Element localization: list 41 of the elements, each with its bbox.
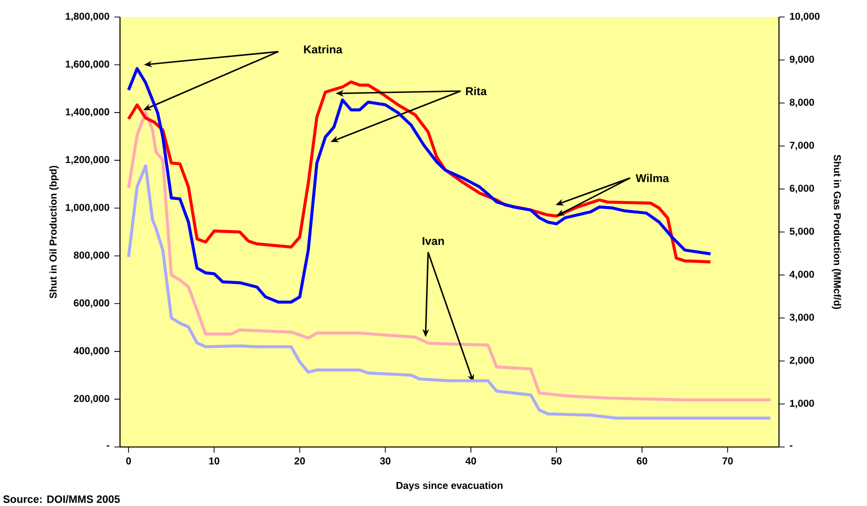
y2-tick-label: - — [790, 445, 792, 447]
x-tick-label: 20 — [294, 457, 305, 464]
x-axis-title: Days since evacuation — [396, 482, 502, 491]
x-tick-label: 30 — [380, 457, 390, 464]
y-tick-label: - — [106, 445, 110, 447]
y-tick-label: 1,400,000 — [66, 108, 110, 117]
y-axis-title: Shut in Oil Production (bpd) — [49, 166, 59, 298]
line-series — [127, 67, 712, 304]
line-series — [127, 164, 772, 420]
annotation: Wilma — [636, 174, 670, 182]
y-tick-label: 1,800,000 — [66, 12, 110, 22]
annotation: Rita — [466, 86, 487, 96]
y-tick-label: 600,000 — [74, 299, 110, 308]
y-tick-label: 1,200,000 — [66, 156, 110, 165]
x-tick-label: 10 — [209, 457, 220, 464]
y-tick-label: 1,600,000 — [66, 60, 110, 70]
y2-axis-title: Shut in Gas Production (MMcf/d) — [832, 154, 842, 309]
x-tick-label: 50 — [551, 457, 562, 464]
y2-tick-label: 2,000 — [790, 356, 814, 366]
y-tick-label: 1,000,000 — [66, 204, 110, 212]
y2-tick-label: 8,000 — [790, 98, 814, 108]
y2-tick-label: 1,000 — [790, 400, 814, 408]
y2-tick-label: 3,000 — [790, 314, 814, 322]
x-tick-label: 60 — [636, 457, 648, 464]
y-tick-label: 400,000 — [74, 347, 110, 356]
y2-tick-label: 7,000 — [790, 142, 814, 150]
y2-tick-label: 9,000 — [790, 56, 814, 64]
annotation: Ivan — [422, 237, 444, 246]
line-series — [127, 80, 712, 264]
line-series — [127, 110, 772, 402]
x-tick-label: 70 — [722, 457, 733, 464]
annotation: Katrina — [304, 45, 342, 54]
x-tick-label: 40 — [465, 457, 476, 464]
y-tick-label: 200,000 — [74, 394, 110, 404]
y2-tick-label: 4,000 — [790, 270, 814, 280]
source-note: Source: DOI/MMS 2005 — [3, 495, 120, 504]
y2-tick-label: 5,000 — [790, 228, 814, 236]
y-tick-label: 800,000 — [74, 252, 110, 260]
y2-tick-label: 6,000 — [790, 184, 814, 194]
x-tick-label: 0 — [126, 457, 131, 464]
y2-tick-label: 10,000 — [790, 12, 820, 22]
